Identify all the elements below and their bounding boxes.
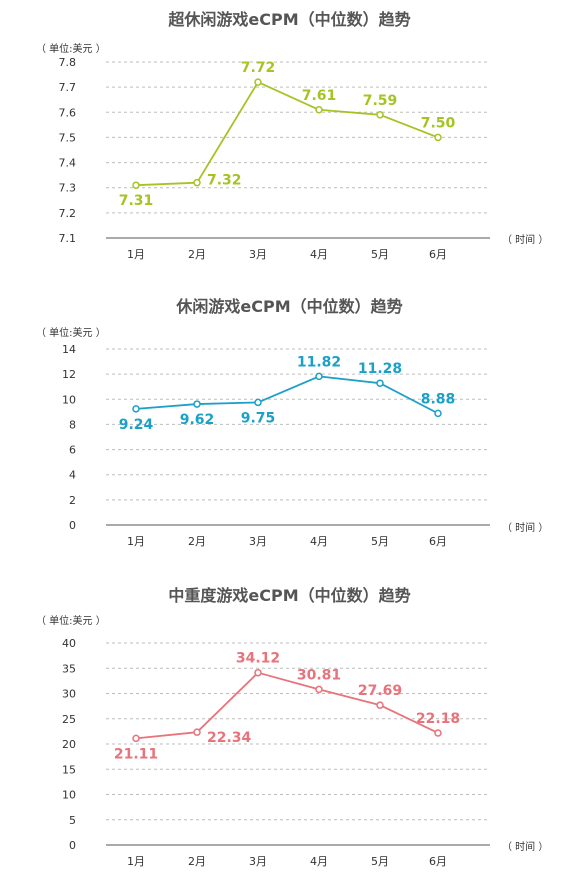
y-tick-label: 40 [62,637,76,650]
x-tick-label: 5月 [371,535,389,548]
y-tick-label: 7.4 [59,157,77,170]
data-label: 34.12 [236,651,280,667]
x-tick-label: 4月 [310,855,328,868]
data-label: 7.50 [421,115,456,131]
y-tick-label: 2 [69,494,76,507]
x-tick-label: 2月 [188,535,206,548]
data-point [254,668,262,677]
y-tick-label: 25 [62,713,76,726]
data-point [434,729,442,737]
y-tick-label: 14 [62,343,76,356]
x-axis-caption: （ 时间 ） [502,235,549,246]
y-tick-label: 7.7 [59,81,77,94]
data-label: 11.28 [358,361,402,377]
data-label: 30.81 [297,667,341,683]
x-tick-label: 2月 [188,248,206,261]
data-point [132,734,140,743]
chart-title: 超休闲游戏eCPM（中位数）趋势 [168,10,411,29]
y-tick-label: 15 [62,763,76,776]
chart-panel-hypercasual: 超休闲游戏eCPM（中位数）趋势 （ 单位:美元 ） （ 时间 ） 7.1 7.2… [0,0,579,290]
x-axis-caption: （ 时间 ） [502,523,549,534]
y-tick-label: 8 [69,418,76,431]
data-label: 22.34 [207,730,252,746]
x-tick-label: 4月 [310,248,328,261]
data-point [376,701,384,709]
data-label: 7.31 [119,193,154,209]
data-point [376,111,384,119]
data-point [315,106,323,114]
series-line [135,375,439,415]
data-point [193,178,201,187]
data-label: 7.72 [241,60,276,76]
line-chart-casual: 0 2 4 6 8 10 12 14 1月 2月 3月 4月 5月 6月 9.24 9.62 9.75 11.82… [62,343,490,548]
data-label: 11.82 [297,354,341,370]
y-tick-label: 10 [62,789,76,802]
x-tick-label: 3月 [249,248,267,261]
data-point [193,400,201,408]
y-tick-label: 4 [69,469,76,482]
y-tick-label: 7.2 [59,207,77,220]
data-point [254,78,262,86]
data-point [376,379,384,387]
data-label: 9.24 [119,417,154,433]
y-tick-label: 0 [69,839,76,852]
y-tick-label: 12 [62,368,76,381]
y-tick-label: 10 [62,393,76,406]
x-tick-label: 2月 [188,855,206,868]
data-point [434,409,442,418]
data-point [434,133,442,142]
x-tick-label: 1月 [127,248,145,261]
data-point [254,398,262,407]
y-tick-label: 7.6 [59,106,77,119]
y-tick-label: 6 [69,444,76,457]
y-tick-label: 7.5 [59,131,77,144]
data-label: 22.18 [416,711,460,727]
data-point [132,181,140,189]
data-point [132,405,140,413]
y-unit-label: （ 单位:美元 ） [36,328,106,339]
y-tick-label: 7.3 [59,182,77,195]
x-tick-label: 1月 [127,855,145,868]
data-label: 9.62 [180,412,215,428]
x-tick-label: 6月 [429,248,447,261]
x-tick-label: 5月 [371,248,389,261]
y-unit-label: （ 单位:美元 ） [36,616,106,627]
line-chart-hypercasual: 7.1 7.2 7.3 7.4 7.5 7.6 7.7 7.8 1月 2月 3月 4月 5月 6月 7.31… [59,56,490,261]
y-tick-label: 30 [62,688,76,701]
x-tick-label: 4月 [310,535,328,548]
data-label: 9.75 [241,410,276,426]
x-axis-caption: （ 时间 ） [502,842,549,853]
x-tick-label: 5月 [371,855,389,868]
data-label: 7.59 [363,93,398,109]
y-tick-label: 35 [62,662,76,675]
data-label: 21.11 [114,746,158,762]
series-line [135,81,439,187]
series-line [135,671,439,740]
y-tick-label: 7.8 [59,56,77,69]
data-label: 27.69 [358,683,402,699]
chart-panel-casual: 休闲游戏eCPM（中位数）趋势 （ 单位:美元 ） （ 时间 ） 0 2 4 6 8 10… [36,297,549,548]
y-tick-label: 0 [69,519,76,532]
data-point [193,728,201,736]
data-point [315,372,323,381]
data-label: 7.61 [302,88,337,104]
x-tick-label: 1月 [127,535,145,548]
data-point [315,685,323,694]
x-tick-label: 6月 [429,535,447,548]
y-tick-label: 7.1 [59,232,77,245]
y-tick-label: 20 [62,738,76,751]
y-tick-label: 5 [69,814,76,827]
y-unit-label: （ 单位:美元 ） [36,44,106,55]
x-tick-label: 6月 [429,855,447,868]
chart-title: 休闲游戏eCPM（中位数）趋势 [176,297,403,316]
data-label: 7.32 [207,173,242,189]
data-label: 8.88 [421,391,456,407]
x-tick-label: 3月 [249,535,267,548]
x-tick-label: 3月 [249,855,267,868]
chart-title: 中重度游戏eCPM（中位数）趋势 [168,586,411,605]
